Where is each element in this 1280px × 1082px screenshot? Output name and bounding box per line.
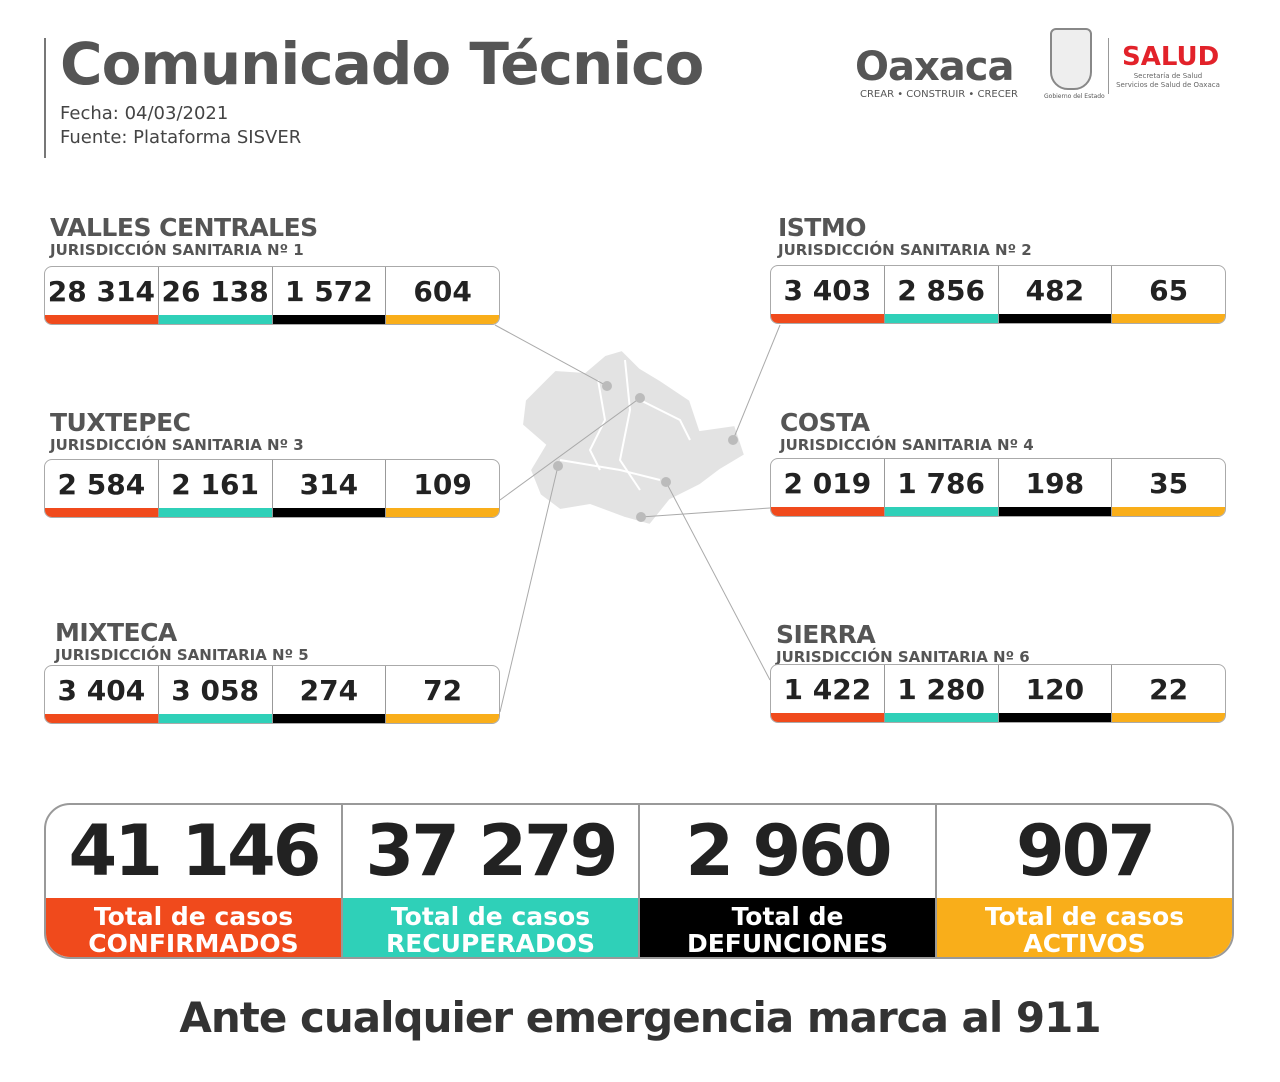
stat-confirmados: 2 584 xyxy=(45,460,159,517)
color-bar-recuperados xyxy=(884,314,998,323)
color-bar-confirmados xyxy=(45,714,158,723)
salud-subtitle: Secretaría de Salud Servicios de Salud de… xyxy=(1116,72,1220,89)
total-label: Total de casos RECUPERADOS xyxy=(343,898,638,957)
region-stats-sierra: 1 422 1 280 120 22 xyxy=(770,664,1226,723)
logo-divider xyxy=(1108,38,1109,94)
total-recuperados: 37 279 Total de casos RECUPERADOS xyxy=(343,805,640,957)
source: Fuente: Plataforma SISVER xyxy=(60,127,302,148)
region-title-costa: COSTA xyxy=(780,408,870,437)
stat-defunciones: 274 xyxy=(272,666,387,723)
stat-recuperados: 2 856 xyxy=(884,266,999,323)
stat-defunciones: 314 xyxy=(272,460,387,517)
total-defunciones: 2 960 Total de DEFUNCIONES xyxy=(640,805,937,957)
color-bar-activos xyxy=(1112,507,1225,516)
region-stats-valles-centrales: 28 314 26 138 1 572 604 xyxy=(44,266,500,325)
region-stats-costa: 2 019 1 786 198 35 xyxy=(770,458,1226,517)
region-jurisdiccion: JURISDICCIÓN SANITARIA Nº 2 xyxy=(778,241,1032,259)
region-title-tuxtepec: TUXTEPEC xyxy=(50,408,191,437)
color-bar-activos xyxy=(386,714,499,723)
color-bar-activos xyxy=(1112,314,1225,323)
region-title-mixteca: MIXTECA xyxy=(55,618,177,647)
color-bar-defunciones xyxy=(272,315,386,324)
stat-activos: 109 xyxy=(386,460,499,517)
region-title-sierra: SIERRA xyxy=(776,620,876,649)
stat-confirmados: 3 404 xyxy=(45,666,159,723)
total-value: 2 960 xyxy=(685,810,892,892)
region-stats-mixteca: 3 404 3 058 274 72 xyxy=(44,665,500,724)
color-bar-confirmados xyxy=(45,508,158,517)
color-bar-confirmados xyxy=(45,315,158,324)
color-bar-confirmados xyxy=(771,314,884,323)
gobierno-label: Gobierno del Estado xyxy=(1044,93,1105,100)
color-bar-defunciones xyxy=(998,314,1112,323)
emergency-footer: Ante cualquier emergencia marca al 911 xyxy=(179,993,1101,1042)
total-label: Total de casos CONFIRMADOS xyxy=(46,898,341,957)
stat-activos: 35 xyxy=(1112,459,1225,516)
region-stats-istmo: 3 403 2 856 482 65 xyxy=(770,265,1226,324)
total-activos: 907 Total de casos ACTIVOS xyxy=(937,805,1232,957)
color-bar-recuperados xyxy=(884,713,998,722)
region-jurisdiccion: JURISDICCIÓN SANITARIA Nº 4 xyxy=(780,436,1034,454)
page-title: Comunicado Técnico xyxy=(60,30,704,98)
color-bar-confirmados xyxy=(771,507,884,516)
total-confirmados: 41 146 Total de casos CONFIRMADOS xyxy=(46,805,343,957)
stat-defunciones: 1 572 xyxy=(272,267,387,324)
color-bar-defunciones xyxy=(272,508,386,517)
stat-defunciones: 198 xyxy=(998,459,1113,516)
color-bar-confirmados xyxy=(771,713,884,722)
color-bar-recuperados xyxy=(158,315,272,324)
color-bar-activos xyxy=(1112,713,1225,722)
stat-recuperados: 3 058 xyxy=(158,666,273,723)
stat-recuperados: 1 786 xyxy=(884,459,999,516)
stat-confirmados: 1 422 xyxy=(771,665,885,722)
salud-logo: SALUD xyxy=(1122,42,1220,72)
totals-panel: 41 146 Total de casos CONFIRMADOS 37 279 Tot… xyxy=(44,803,1234,959)
color-bar-defunciones xyxy=(998,507,1112,516)
color-bar-recuperados xyxy=(158,508,272,517)
region-stats-tuxtepec: 2 584 2 161 314 109 xyxy=(44,459,500,518)
stat-confirmados: 3 403 xyxy=(771,266,885,323)
stat-activos: 604 xyxy=(386,267,499,324)
stat-activos: 22 xyxy=(1112,665,1225,722)
total-value: 37 279 xyxy=(365,810,619,892)
stat-recuperados: 26 138 xyxy=(158,267,273,324)
total-label: Total de casos ACTIVOS xyxy=(937,898,1232,957)
total-value: 41 146 xyxy=(68,810,322,892)
region-jurisdiccion: JURISDICCIÓN SANITARIA Nº 3 xyxy=(50,436,304,454)
region-jurisdiccion: JURISDICCIÓN SANITARIA Nº 1 xyxy=(50,241,304,259)
stat-activos: 65 xyxy=(1112,266,1225,323)
color-bar-activos xyxy=(386,315,499,324)
map-shape xyxy=(520,348,747,527)
total-label: Total de DEFUNCIONES xyxy=(640,898,935,957)
stat-defunciones: 120 xyxy=(998,665,1113,722)
stat-confirmados: 2 019 xyxy=(771,459,885,516)
stat-recuperados: 1 280 xyxy=(884,665,999,722)
color-bar-defunciones xyxy=(998,713,1112,722)
region-title-valles-centrales: VALLES CENTRALES xyxy=(50,213,318,242)
oaxaca-logo: Oaxaca xyxy=(855,44,1014,90)
stat-defunciones: 482 xyxy=(998,266,1113,323)
color-bar-activos xyxy=(386,508,499,517)
stat-activos: 72 xyxy=(386,666,499,723)
total-value: 907 xyxy=(1015,810,1156,892)
color-bar-recuperados xyxy=(158,714,272,723)
region-jurisdiccion: JURISDICCIÓN SANITARIA Nº 5 xyxy=(55,646,309,664)
coat-of-arms-icon xyxy=(1050,28,1092,90)
divider xyxy=(44,38,46,158)
oaxaca-map xyxy=(494,324,781,713)
region-title-istmo: ISTMO xyxy=(778,213,867,242)
color-bar-recuperados xyxy=(884,507,998,516)
stat-confirmados: 28 314 xyxy=(45,267,159,324)
oaxaca-tagline: CREAR • CONSTRUIR • CRECER xyxy=(860,89,1019,100)
date: Fecha: 04/03/2021 xyxy=(60,103,229,124)
region-jurisdiccion: JURISDICCIÓN SANITARIA Nº 6 xyxy=(776,648,1030,666)
color-bar-defunciones xyxy=(272,714,386,723)
stat-recuperados: 2 161 xyxy=(158,460,273,517)
